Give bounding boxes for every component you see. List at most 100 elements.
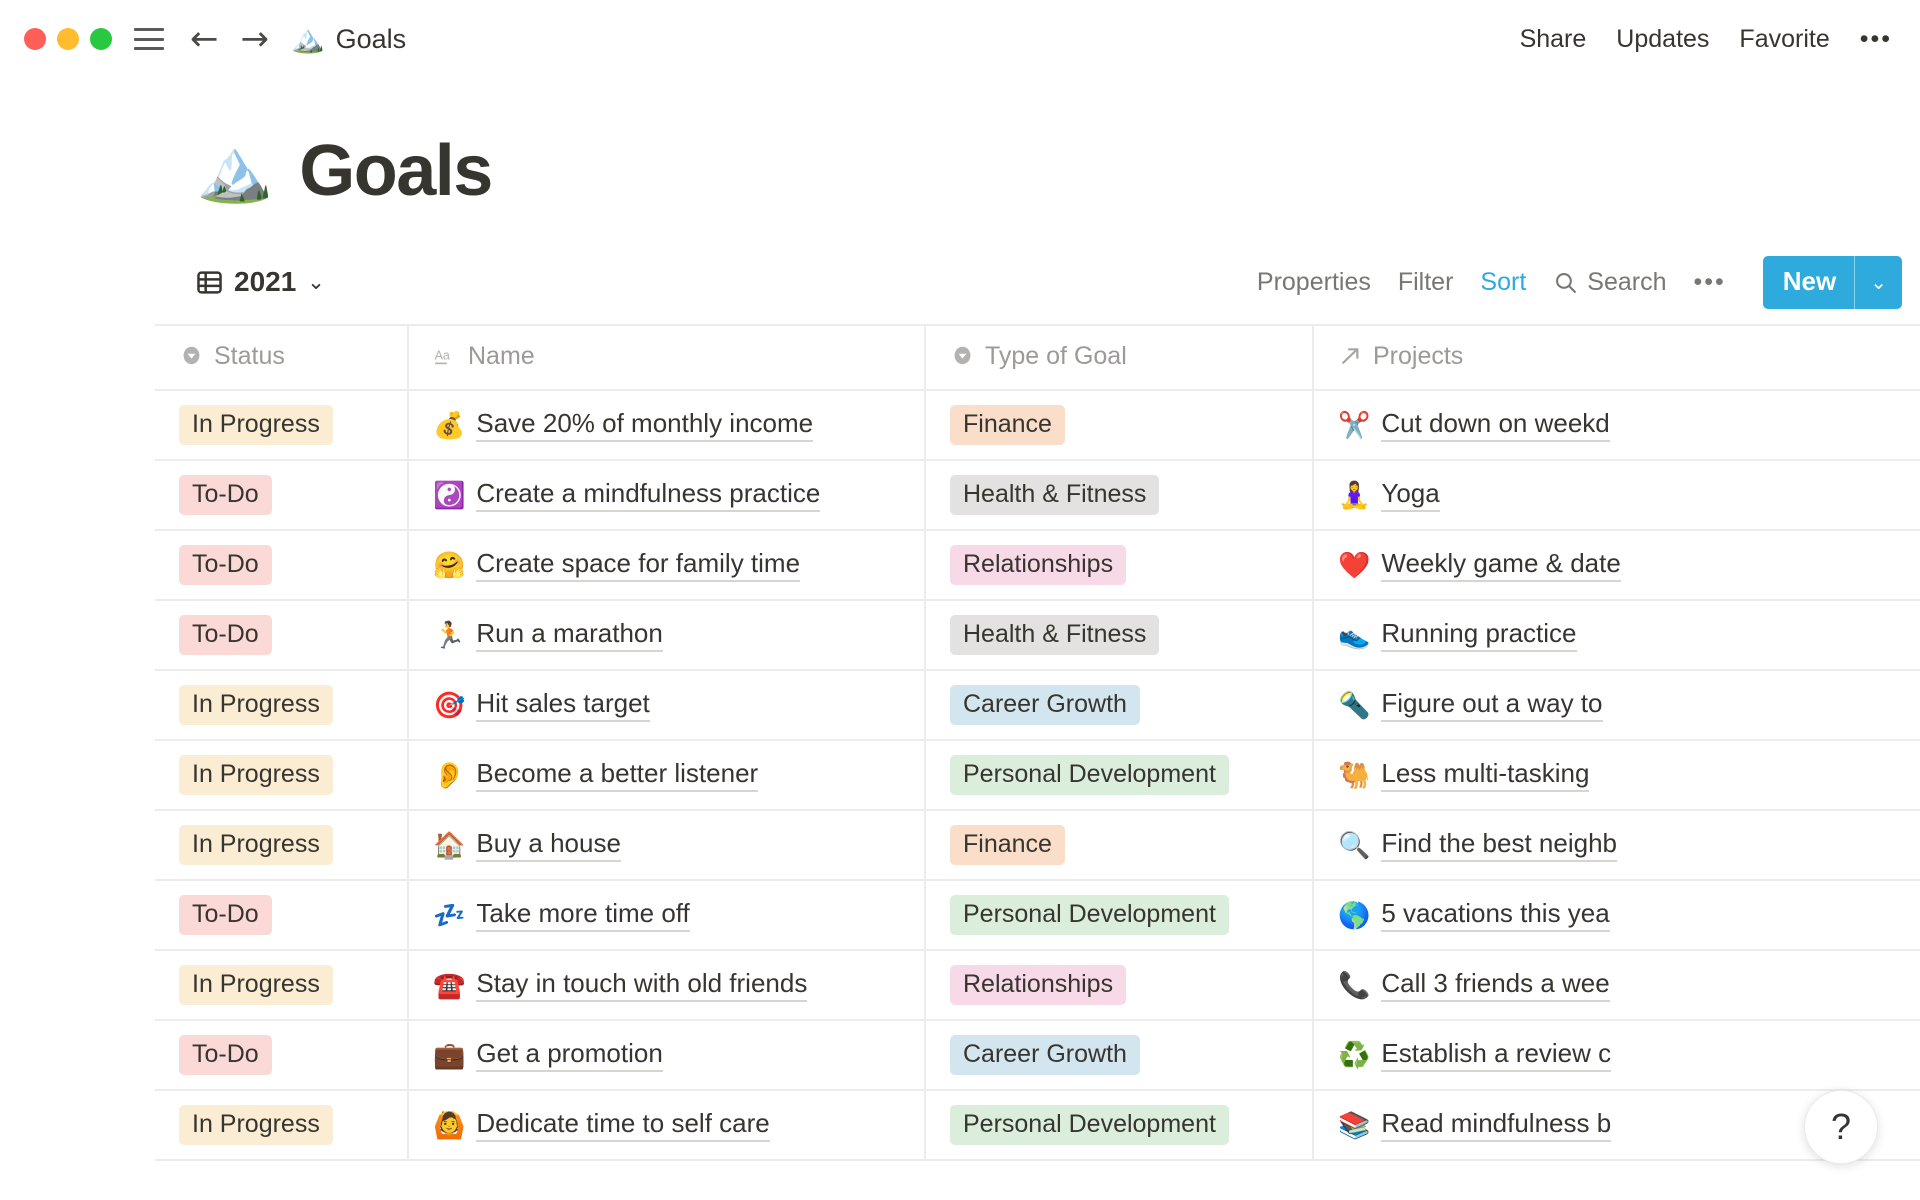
cell-type-of-goal[interactable]: Finance bbox=[925, 810, 1314, 881]
cell-status[interactable]: To-Do bbox=[155, 1020, 409, 1091]
cell-status[interactable]: To-Do bbox=[155, 880, 409, 951]
cell-status[interactable]: In Progress bbox=[155, 950, 409, 1021]
row-name-link[interactable]: Take more time off bbox=[476, 898, 690, 932]
cell-type-of-goal[interactable]: Relationships bbox=[925, 530, 1314, 601]
row-name-link[interactable]: Save 20% of monthly income bbox=[476, 408, 814, 442]
cell-name[interactable]: 🙆 Dedicate time to self care bbox=[408, 1090, 926, 1161]
cell-projects[interactable]: ✂️ Cut down on weekd bbox=[1313, 390, 1920, 461]
zoom-window-button[interactable] bbox=[90, 28, 112, 50]
properties-button[interactable]: Properties bbox=[1256, 267, 1371, 296]
project-relation-link[interactable]: Cut down on weekd bbox=[1381, 408, 1610, 442]
cell-type-of-goal[interactable]: Relationships bbox=[925, 950, 1314, 1021]
table-row[interactable]: To-Do 🤗 Create space for family time Relati… bbox=[155, 530, 1920, 601]
page-title[interactable]: Goals bbox=[299, 131, 493, 211]
help-button[interactable]: ? bbox=[1804, 1090, 1878, 1164]
cell-status[interactable]: In Progress bbox=[155, 810, 409, 881]
cell-type-of-goal[interactable]: Career Growth bbox=[925, 670, 1314, 741]
breadcrumb[interactable]: 🏔️ Goals bbox=[291, 24, 406, 55]
back-arrow-icon[interactable]: ← bbox=[190, 19, 219, 59]
updates-button[interactable]: Updates bbox=[1616, 24, 1710, 53]
cell-type-of-goal[interactable]: Career Growth bbox=[925, 1020, 1314, 1091]
close-window-button[interactable] bbox=[24, 28, 46, 50]
cell-name[interactable]: 💤 Take more time off bbox=[408, 880, 926, 951]
cell-status[interactable]: In Progress bbox=[155, 390, 409, 461]
row-name-link[interactable]: Dedicate time to self care bbox=[476, 1108, 770, 1142]
cell-name[interactable]: 💰 Save 20% of monthly income bbox=[408, 390, 926, 461]
cell-status[interactable]: To-Do bbox=[155, 530, 409, 601]
column-header-status[interactable]: Status bbox=[155, 324, 409, 391]
project-relation-link[interactable]: Call 3 friends a wee bbox=[1381, 968, 1610, 1002]
cell-projects[interactable]: ❤️ Weekly game & date bbox=[1313, 530, 1920, 601]
project-relation-link[interactable]: Yoga bbox=[1381, 478, 1440, 512]
new-button-chevron-down-icon[interactable]: ⌄ bbox=[1870, 271, 1887, 294]
cell-status[interactable]: To-Do bbox=[155, 460, 409, 531]
column-header-name[interactable]: Aa Name bbox=[408, 324, 926, 391]
cell-type-of-goal[interactable]: Personal Development bbox=[925, 740, 1314, 811]
cell-type-of-goal[interactable]: Personal Development bbox=[925, 1090, 1314, 1161]
cell-type-of-goal[interactable]: Health & Fitness bbox=[925, 460, 1314, 531]
view-tab-2021[interactable]: 2021 ⌄ bbox=[196, 266, 325, 298]
project-relation-link[interactable]: Figure out a way to bbox=[1381, 688, 1603, 722]
row-name-link[interactable]: Hit sales target bbox=[476, 688, 650, 722]
table-row[interactable]: In Progress 💰 Save 20% of monthly income Fi… bbox=[155, 390, 1920, 461]
forward-arrow-icon[interactable]: → bbox=[240, 19, 270, 59]
row-name-link[interactable]: Buy a house bbox=[476, 828, 621, 862]
cell-name[interactable]: ☎️ Stay in touch with old friends bbox=[408, 950, 926, 1021]
cell-status[interactable]: In Progress bbox=[155, 740, 409, 811]
cell-projects[interactable]: 🧘‍♀️ Yoga bbox=[1313, 460, 1920, 531]
row-name-link[interactable]: Stay in touch with old friends bbox=[476, 968, 808, 1002]
cell-type-of-goal[interactable]: Personal Development bbox=[925, 880, 1314, 951]
minimize-window-button[interactable] bbox=[57, 28, 79, 50]
row-name-link[interactable]: Create a mindfulness practice bbox=[476, 478, 821, 512]
column-header-projects[interactable]: Projects bbox=[1313, 324, 1920, 391]
cell-name[interactable]: 🤗 Create space for family time bbox=[408, 530, 926, 601]
hamburger-menu-icon[interactable] bbox=[134, 28, 164, 50]
cell-projects[interactable]: ♻️ Establish a review c bbox=[1313, 1020, 1920, 1091]
cell-projects[interactable]: 📞 Call 3 friends a wee bbox=[1313, 950, 1920, 1021]
cell-name[interactable]: ☯️ Create a mindfulness practice bbox=[408, 460, 926, 531]
search-button[interactable]: Search bbox=[1553, 268, 1667, 297]
table-row[interactable]: In Progress ☎️ Stay in touch with old frie… bbox=[155, 950, 1920, 1021]
cell-type-of-goal[interactable]: Finance bbox=[925, 390, 1314, 461]
cell-projects[interactable]: 🌎 5 vacations this yea bbox=[1313, 880, 1920, 951]
cell-projects[interactable]: 👟 Running practice bbox=[1313, 600, 1920, 671]
cell-status[interactable]: In Progress bbox=[155, 670, 409, 741]
project-relation-link[interactable]: Read mindfulness b bbox=[1381, 1108, 1612, 1142]
favorite-button[interactable]: Favorite bbox=[1739, 24, 1830, 53]
row-name-link[interactable]: Get a promotion bbox=[476, 1038, 663, 1072]
table-row[interactable]: To-Do 💼 Get a promotion Career Growth ♻️ Esta… bbox=[155, 1020, 1920, 1091]
row-name-link[interactable]: Become a better listener bbox=[476, 758, 759, 792]
table-row[interactable]: To-Do ☯️ Create a mindfulness practice Heal… bbox=[155, 460, 1920, 531]
page-mountain-icon[interactable]: 🏔️ bbox=[196, 136, 274, 205]
toolbar-more-icon[interactable]: ••• bbox=[1693, 267, 1726, 296]
new-button[interactable]: New ⌄ bbox=[1762, 255, 1902, 309]
row-name-link[interactable]: Create space for family time bbox=[476, 548, 801, 582]
cell-projects[interactable]: 🐫 Less multi-tasking bbox=[1313, 740, 1920, 811]
project-relation-link[interactable]: Less multi-tasking bbox=[1381, 758, 1590, 792]
share-button[interactable]: Share bbox=[1519, 24, 1587, 53]
project-relation-link[interactable]: Running practice bbox=[1381, 618, 1577, 652]
cell-projects[interactable]: 🔦 Figure out a way to bbox=[1313, 670, 1920, 741]
project-relation-link[interactable]: Establish a review c bbox=[1381, 1038, 1612, 1072]
project-relation-link[interactable]: Find the best neighb bbox=[1381, 828, 1617, 862]
filter-button[interactable]: Filter bbox=[1397, 267, 1454, 296]
more-options-icon[interactable]: ••• bbox=[1859, 24, 1892, 53]
table-row[interactable]: To-Do 🏃 Run a marathon Health & Fitness 👟 Run… bbox=[155, 600, 1920, 671]
cell-name[interactable]: 🎯 Hit sales target bbox=[408, 670, 926, 741]
cell-name[interactable]: 💼 Get a promotion bbox=[408, 1020, 926, 1091]
cell-name[interactable]: 🏠 Buy a house bbox=[408, 810, 926, 881]
table-row[interactable]: In Progress 🏠 Buy a house Finance 🔍 Find the … bbox=[155, 810, 1920, 881]
cell-type-of-goal[interactable]: Health & Fitness bbox=[925, 600, 1314, 671]
table-row[interactable]: To-Do 💤 Take more time off Personal Develop… bbox=[155, 880, 1920, 951]
table-row[interactable]: In Progress 👂 Become a better listener Pers… bbox=[155, 740, 1920, 811]
row-name-link[interactable]: Run a marathon bbox=[476, 618, 663, 652]
project-relation-link[interactable]: Weekly game & date bbox=[1381, 548, 1621, 582]
project-relation-link[interactable]: 5 vacations this yea bbox=[1381, 898, 1610, 932]
cell-projects[interactable]: 🔍 Find the best neighb bbox=[1313, 810, 1920, 881]
cell-status[interactable]: To-Do bbox=[155, 600, 409, 671]
table-row[interactable]: In Progress 🙆 Dedicate time to self care Pe… bbox=[155, 1090, 1920, 1161]
cell-status[interactable]: In Progress bbox=[155, 1090, 409, 1161]
cell-name[interactable]: 👂 Become a better listener bbox=[408, 740, 926, 811]
sort-button[interactable]: Sort bbox=[1480, 267, 1527, 296]
table-row[interactable]: In Progress 🎯 Hit sales target Career Growt… bbox=[155, 670, 1920, 741]
